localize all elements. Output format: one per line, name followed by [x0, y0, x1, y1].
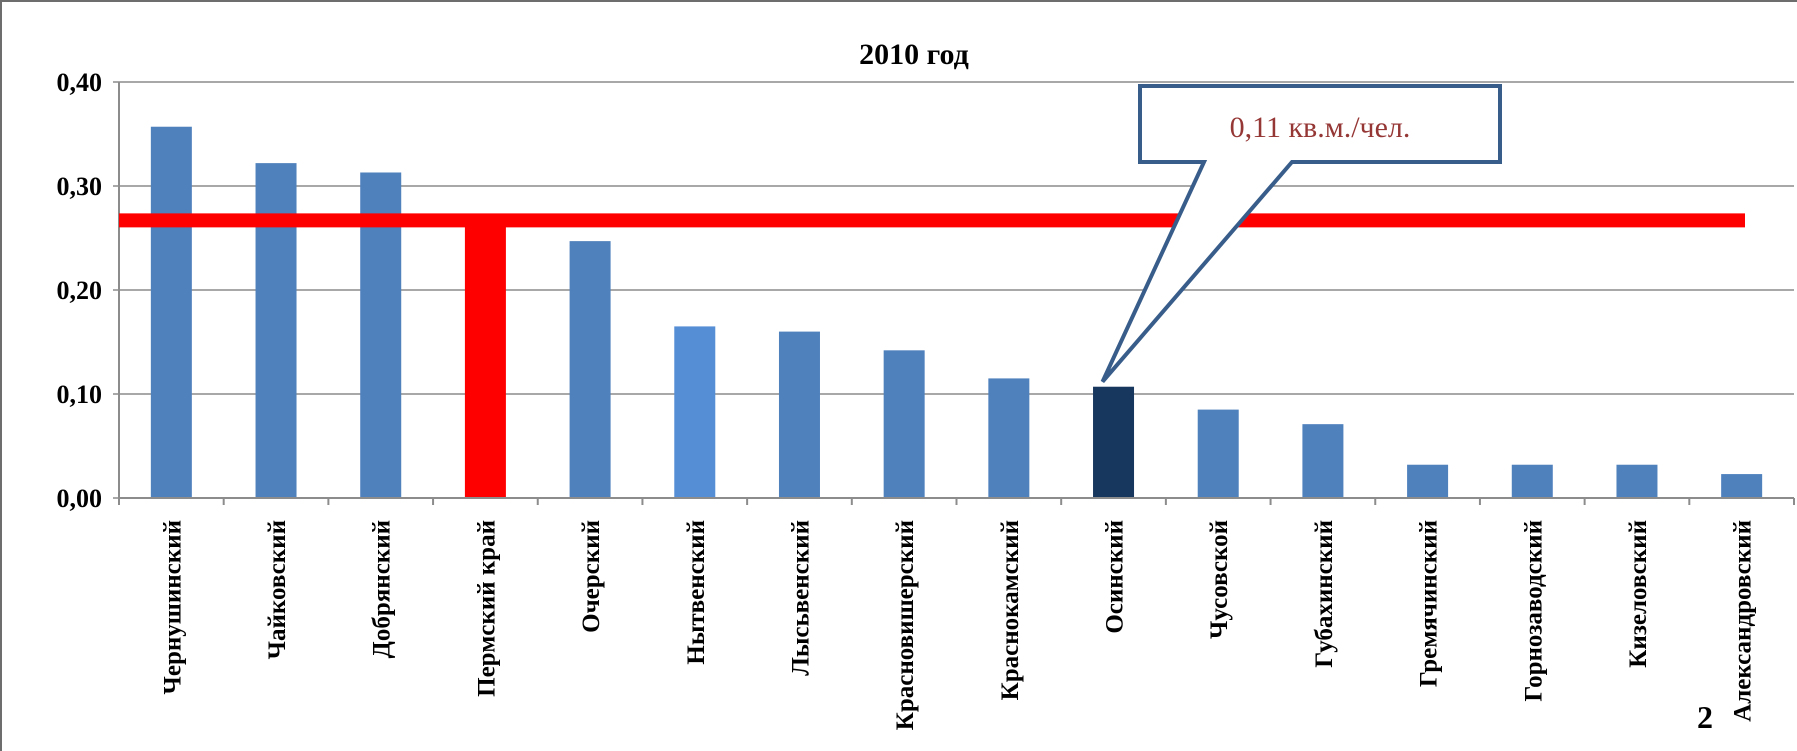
bar [1407, 464, 1449, 498]
x-tick-label: Очерский [578, 520, 605, 633]
y-tick-label: 0,30 [57, 172, 103, 201]
bar [150, 126, 192, 498]
x-tick-label: Губахинский [1311, 520, 1338, 668]
callout-text: 0,11 кв.м./чел. [1230, 111, 1411, 144]
y-tick-label: 0,40 [57, 68, 103, 97]
bar [778, 331, 820, 498]
bars [150, 126, 1763, 499]
bar [1093, 386, 1135, 498]
bar [255, 163, 297, 498]
bar [569, 241, 611, 498]
bar [1302, 424, 1344, 498]
bar [988, 378, 1030, 498]
x-tick-label: Гремячинский [1416, 520, 1443, 687]
bar [883, 350, 925, 498]
bar [1511, 464, 1553, 498]
bar [1197, 409, 1239, 498]
x-tick-labels: Чернушинский Чайковский Добрянский Пермский… [159, 520, 1756, 730]
axes [118, 82, 1795, 505]
x-tick-label: Чернушинский [159, 520, 186, 694]
bar [1721, 474, 1763, 498]
x-tick-label: Красновишерский [892, 520, 919, 730]
y-tick-labels: 0,00 0,10 0,20 0,30 0,40 [57, 68, 103, 513]
x-tick-label: Пермский край [473, 520, 500, 697]
x-tick-label: Горнозаводский [1520, 520, 1547, 702]
y-tick-label: 0,00 [57, 484, 103, 513]
bar [674, 326, 716, 498]
x-tick-label: Краснокамский [997, 520, 1024, 700]
slide-number: 2 [1697, 699, 1713, 735]
x-tick-label: Александровский [1730, 520, 1757, 722]
x-tick-label: Осинский [1102, 520, 1129, 634]
bar [464, 222, 506, 498]
bar [1616, 464, 1658, 498]
x-tick-label: Чайковский [264, 520, 291, 659]
x-tick-label: Добрянский [369, 520, 396, 658]
callout: 0,11 кв.м./чел. [1100, 84, 1502, 384]
y-tick-label: 0,20 [57, 276, 103, 305]
x-tick-label: Кизеловский [1625, 520, 1652, 668]
callout-bubble [1100, 84, 1502, 384]
y-tick-label: 0,10 [57, 380, 103, 409]
x-tick-label: Нытвенский [683, 520, 710, 665]
chart-title: 2010 год [859, 38, 969, 71]
x-tick-label: Чусовской [1206, 520, 1233, 639]
x-tick-label: Лысьвенский [787, 520, 814, 676]
